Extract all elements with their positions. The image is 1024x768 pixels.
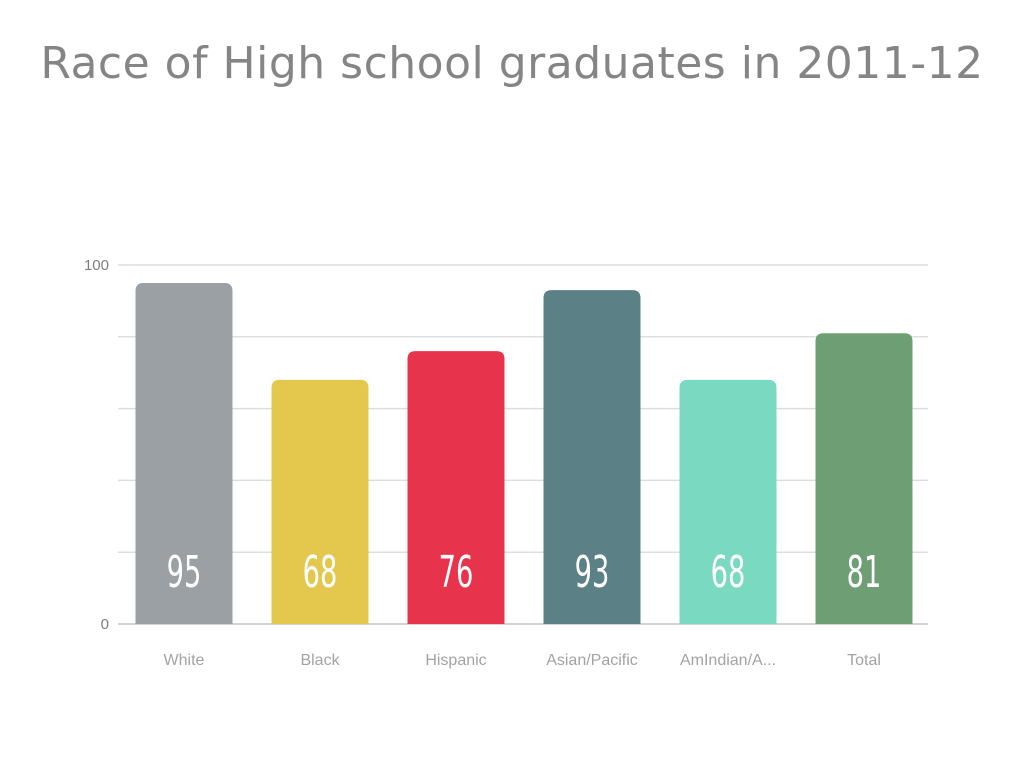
bar-value-label: 93 [575,546,610,598]
axis-labels: 0 100 White Black Hispanic Asian/Pacific AmInd… [84,257,881,669]
bar-value-label: 68 [303,546,338,598]
x-category-label: Asian/Pacific [546,652,638,669]
bars [135,282,913,624]
gridlines [118,264,928,625]
x-category-label: Hispanic [425,652,486,669]
x-category-label: AmIndian/A... [680,652,776,669]
chart-title: Race of High school graduates in 2011-12 [40,38,984,89]
bar-total [815,333,913,624]
y-tick-label: 100 [84,257,109,274]
data-labels: 95 68 76 93 68 81 [167,546,882,598]
bar-value-label: 81 [847,546,882,598]
bar-white [135,282,233,624]
x-category-label: Black [300,652,340,669]
bar-amindian-a [679,379,777,624]
y-tick-label: 0 [101,616,109,633]
bar-value-label: 76 [439,546,474,598]
x-category-label: White [164,652,205,669]
bar-hispanic [407,351,505,624]
x-category-label: Total [847,652,881,669]
bar-value-label: 68 [711,546,746,598]
bar-asian-pacific [543,290,641,624]
bar-value-label: 95 [167,546,202,598]
bar-black [271,379,369,624]
